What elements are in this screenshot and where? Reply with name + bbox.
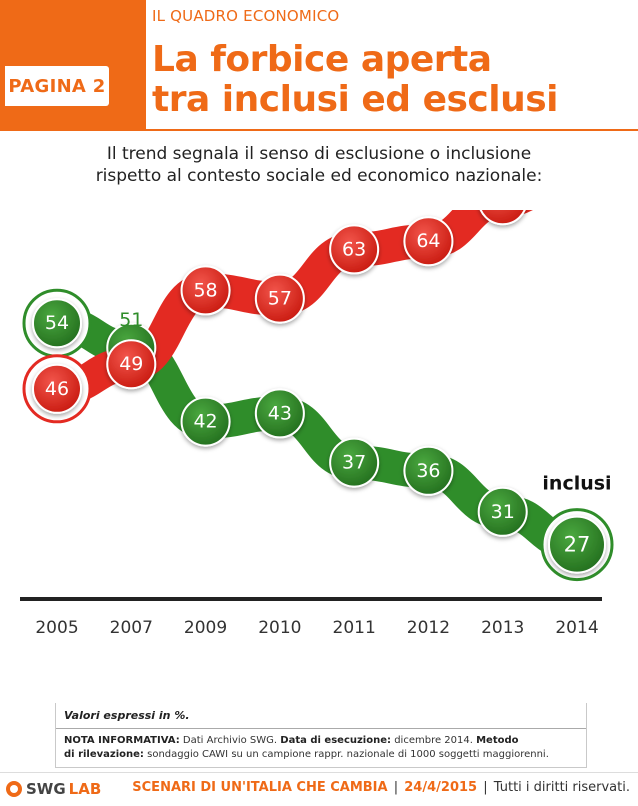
trend-chart: 54514243373631274649585763646973esclusii…: [22, 210, 614, 582]
esclusi-point: [254, 273, 305, 324]
footer-series-title: SCENARI DI UN'ITALIA CHE CAMBIA: [132, 780, 388, 795]
title-line-2: tra inclusi ed esclusi: [152, 79, 559, 120]
note-text-method: sondaggio CAWI su un campione rappr. naz…: [147, 749, 549, 760]
x-tick-label: 2012: [406, 618, 451, 638]
footer-separator-1: |: [393, 780, 399, 795]
inclusi-data-label: 54: [45, 312, 69, 334]
esclusi-data-label: 63: [342, 238, 366, 260]
series-markers: [22, 210, 614, 582]
note-label-method-b: di rilevazione:: [64, 749, 144, 760]
x-tick-label: 2011: [332, 618, 376, 638]
esclusi-data-label: 58: [193, 279, 217, 301]
inclusi-data-label: 42: [193, 411, 217, 433]
intro-text: Il trend segnala il senso di esclusione …: [0, 143, 638, 187]
swg-logo-icon: [6, 781, 22, 797]
inclusi-data-label: 43: [268, 402, 292, 424]
esclusi-point: [403, 216, 454, 267]
page-title: La forbice aperta tra inclusi ed esclusi: [152, 39, 559, 120]
footer-separator-2: |: [483, 780, 488, 795]
x-tick-label: 2013: [481, 618, 525, 638]
note-text-date: dicembre 2014.: [394, 735, 473, 746]
x-tick-label: 2005: [35, 618, 79, 638]
swg-lab-logo: SWG LAB: [6, 778, 101, 800]
title-line-1: La forbice aperta: [152, 39, 492, 80]
inclusi-point: [403, 445, 454, 496]
footer-date: 24/4/2015: [404, 780, 478, 795]
inclusi-series-label: inclusi: [542, 473, 611, 495]
footer-rights: Tutti i diritti riservati.: [493, 780, 630, 795]
esclusi-data-label: 64: [416, 230, 440, 252]
esclusi-data-label: 46: [45, 378, 69, 400]
footer-caption: SCENARI DI UN'ITALIA CHE CAMBIA | 24/4/2…: [132, 780, 630, 795]
note-label-info: NOTA INFORMATIVA:: [64, 735, 180, 746]
x-tick-label: 2010: [258, 618, 302, 638]
esclusi-data-label: 57: [268, 288, 292, 310]
esclusi-point: [106, 339, 157, 390]
x-tick-label: 2009: [183, 618, 228, 638]
note-divider: [56, 728, 586, 729]
x-axis-labels: 2005 2007 2009 2010 2011 2012 2013 2014: [0, 618, 638, 642]
header-rule: [146, 129, 638, 131]
inclusi-data-label: 51: [119, 309, 143, 331]
note-text-info: Dati Archivio SWG.: [182, 735, 278, 746]
inclusi-point: [329, 437, 380, 488]
note-label-date: Data di esecuzione:: [280, 735, 392, 746]
inclusi-point: [477, 486, 528, 537]
intro-line-1: Il trend segnala il senso di esclusione …: [106, 144, 532, 164]
section-label: IL QUADRO ECONOMICO: [152, 7, 340, 25]
header-accent-block: [0, 0, 146, 131]
inclusi-point: [22, 288, 92, 358]
inclusi-point: [540, 508, 614, 582]
x-tick-label: 2014: [555, 618, 599, 638]
intro-line-2: rispetto al contesto sociale ed economic…: [95, 166, 543, 186]
esclusi-point: [329, 224, 380, 275]
methodology-note: Valori espressi in %. NOTA INFORMATIVA: …: [55, 703, 587, 768]
inclusi-data-label: 37: [342, 452, 366, 474]
note-title: Valori espressi in %.: [64, 709, 190, 722]
x-tick-label: 2007: [109, 618, 153, 638]
esclusi-data-label: 69: [491, 210, 515, 211]
note-text: NOTA INFORMATIVA: Dati Archivio SWG. Dat…: [64, 734, 579, 762]
logo-lab: LAB: [68, 780, 102, 798]
logo-text: SWG: [26, 780, 66, 798]
esclusi-point: [22, 354, 92, 424]
page-badge: PAGINA 2: [5, 66, 109, 106]
inclusi-data-label: 36: [416, 460, 440, 482]
inclusi-point: [254, 388, 305, 439]
x-axis-line: [20, 597, 602, 601]
esclusi-data-label: 49: [119, 353, 143, 375]
esclusi-point: [479, 210, 526, 226]
inclusi-data-label: 31: [491, 501, 515, 523]
esclusi-point: [180, 265, 231, 316]
footer-rule: [0, 772, 638, 773]
series-labels: 54514243373631274649585763646973esclusii…: [45, 210, 612, 557]
inclusi-data-label: 27: [564, 533, 591, 557]
inclusi-point: [180, 396, 231, 447]
note-label-method-a: Metodo: [476, 735, 519, 746]
